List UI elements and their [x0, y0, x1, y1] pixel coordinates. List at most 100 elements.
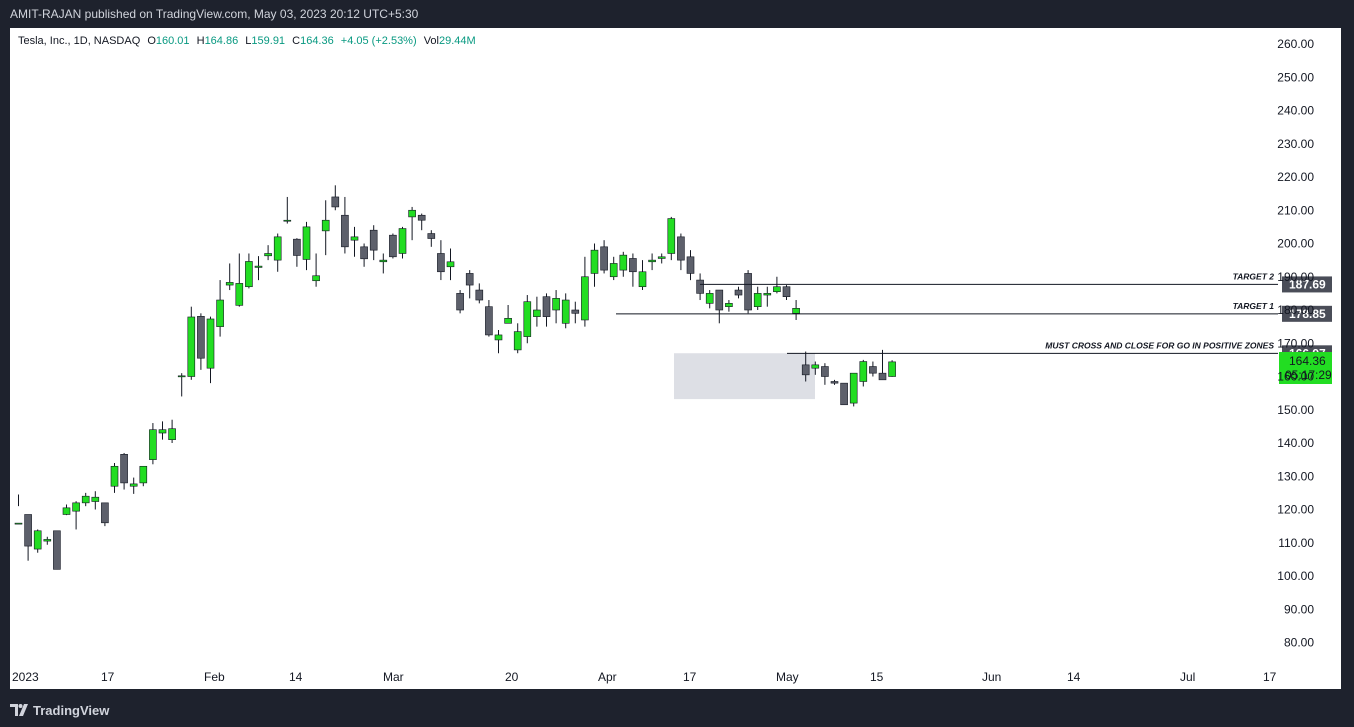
- candle: [465, 270, 474, 299]
- candle-body: [283, 219, 292, 222]
- candle-body: [600, 246, 608, 271]
- candle-body: [350, 236, 359, 241]
- candle: [533, 296, 541, 327]
- candle: [715, 289, 724, 324]
- candle: [216, 280, 224, 337]
- x-tick-label: Jun: [982, 670, 1001, 684]
- publisher-text: AMIT-RAJAN published on TradingView.com,…: [10, 7, 419, 21]
- candle: [168, 419, 176, 443]
- candlestick-chart[interactable]: TARGET 2 187.69 TARGET 1 178.85 MUST CROSS A…: [10, 28, 1341, 689]
- candle-body: [33, 530, 42, 550]
- candle: [398, 226, 407, 259]
- x-tick-label: 17: [101, 670, 115, 684]
- tradingview-brand[interactable]: TradingView: [33, 703, 110, 718]
- candle-body: [465, 273, 474, 286]
- x-tick-label: 2023: [12, 670, 39, 684]
- candle: [763, 286, 772, 307]
- candle-body: [552, 298, 560, 311]
- candle-body: [715, 289, 724, 311]
- candle: [158, 421, 167, 440]
- candle: [792, 300, 800, 320]
- candle-body: [62, 507, 71, 515]
- candle: [504, 305, 512, 324]
- candle-body: [427, 233, 436, 239]
- candle-body: [485, 306, 493, 336]
- candle-body: [763, 293, 772, 296]
- current-price-text: 164.36: [1289, 354, 1326, 368]
- candle-body: [849, 372, 858, 404]
- candle: [667, 216, 676, 261]
- candle-body: [753, 293, 762, 307]
- legend-volume-label: Vol: [423, 35, 439, 47]
- x-tick-label: May: [776, 670, 799, 684]
- y-tick-label: 190.00: [1277, 270, 1314, 284]
- candle-body: [14, 522, 23, 525]
- candle: [581, 256, 589, 327]
- candle-body: [657, 256, 666, 259]
- y-tick-label: 160.00: [1277, 370, 1314, 384]
- legend-low-value: 159.91: [251, 35, 286, 47]
- candle-body: [264, 253, 272, 257]
- candle: [197, 313, 205, 370]
- candle-body: [302, 226, 311, 260]
- candle-body: [801, 364, 810, 376]
- candle-body: [878, 372, 887, 381]
- candle-body: [120, 454, 128, 484]
- candle-body: [235, 283, 244, 306]
- x-tick-label: 17: [683, 670, 697, 684]
- candle: [110, 462, 119, 493]
- candle: [120, 452, 128, 490]
- candle-body: [197, 316, 205, 359]
- candle: [523, 295, 532, 344]
- candle: [350, 226, 359, 257]
- candle-body: [513, 331, 522, 351]
- level-price-tag: [1282, 276, 1332, 293]
- current-price-tag: [1279, 352, 1332, 385]
- candle: [235, 253, 244, 307]
- candle-body: [581, 276, 589, 321]
- candle-body: [216, 299, 224, 327]
- candle-body: [773, 286, 781, 293]
- candle-body: [830, 381, 839, 384]
- candle-body: [686, 256, 695, 274]
- y-tick-label: 100.00: [1277, 569, 1314, 583]
- candle: [830, 379, 839, 385]
- candle: [638, 260, 647, 291]
- candle-body: [139, 465, 148, 484]
- candle: [801, 351, 810, 382]
- y-tick-label: 150.00: [1277, 403, 1314, 417]
- candle: [427, 230, 436, 247]
- candle-body: [734, 289, 743, 296]
- candle: [753, 286, 762, 310]
- level-price-tag: [1282, 305, 1332, 322]
- candle-body: [398, 228, 407, 254]
- candle-body: [360, 246, 368, 260]
- candle-body: [273, 236, 282, 261]
- candle: [81, 492, 90, 507]
- candle: [648, 253, 656, 271]
- candle: [513, 323, 522, 354]
- publisher-bar: AMIT-RAJAN published on TradingView.com,…: [0, 0, 1354, 28]
- candle-body: [494, 334, 503, 341]
- candle: [657, 253, 666, 264]
- candle-body: [437, 253, 445, 273]
- legend-volume-value: 29.44M: [439, 35, 476, 47]
- candle-body: [456, 293, 464, 311]
- candle-body: [590, 249, 599, 274]
- legend-close-value: 164.36: [300, 35, 334, 47]
- candle: [331, 185, 340, 211]
- candle-body: [705, 293, 714, 304]
- candle: [369, 225, 378, 261]
- level-price-tag-text: 187.69: [1289, 277, 1326, 291]
- level-label: TARGET 2: [1233, 271, 1275, 281]
- x-tick-label: Apr: [598, 670, 617, 684]
- candle: [389, 233, 397, 259]
- candle-body: [446, 261, 455, 268]
- candle: [254, 256, 263, 281]
- level-price-tag-text: 178.85: [1289, 307, 1326, 321]
- candle: [139, 465, 148, 487]
- candle: [437, 240, 445, 281]
- candle: [360, 243, 368, 267]
- chart-frame[interactable]: TARGET 2 187.69 TARGET 1 178.85 MUST CROSS A…: [10, 28, 1341, 689]
- level-label: TARGET 1: [1233, 301, 1275, 311]
